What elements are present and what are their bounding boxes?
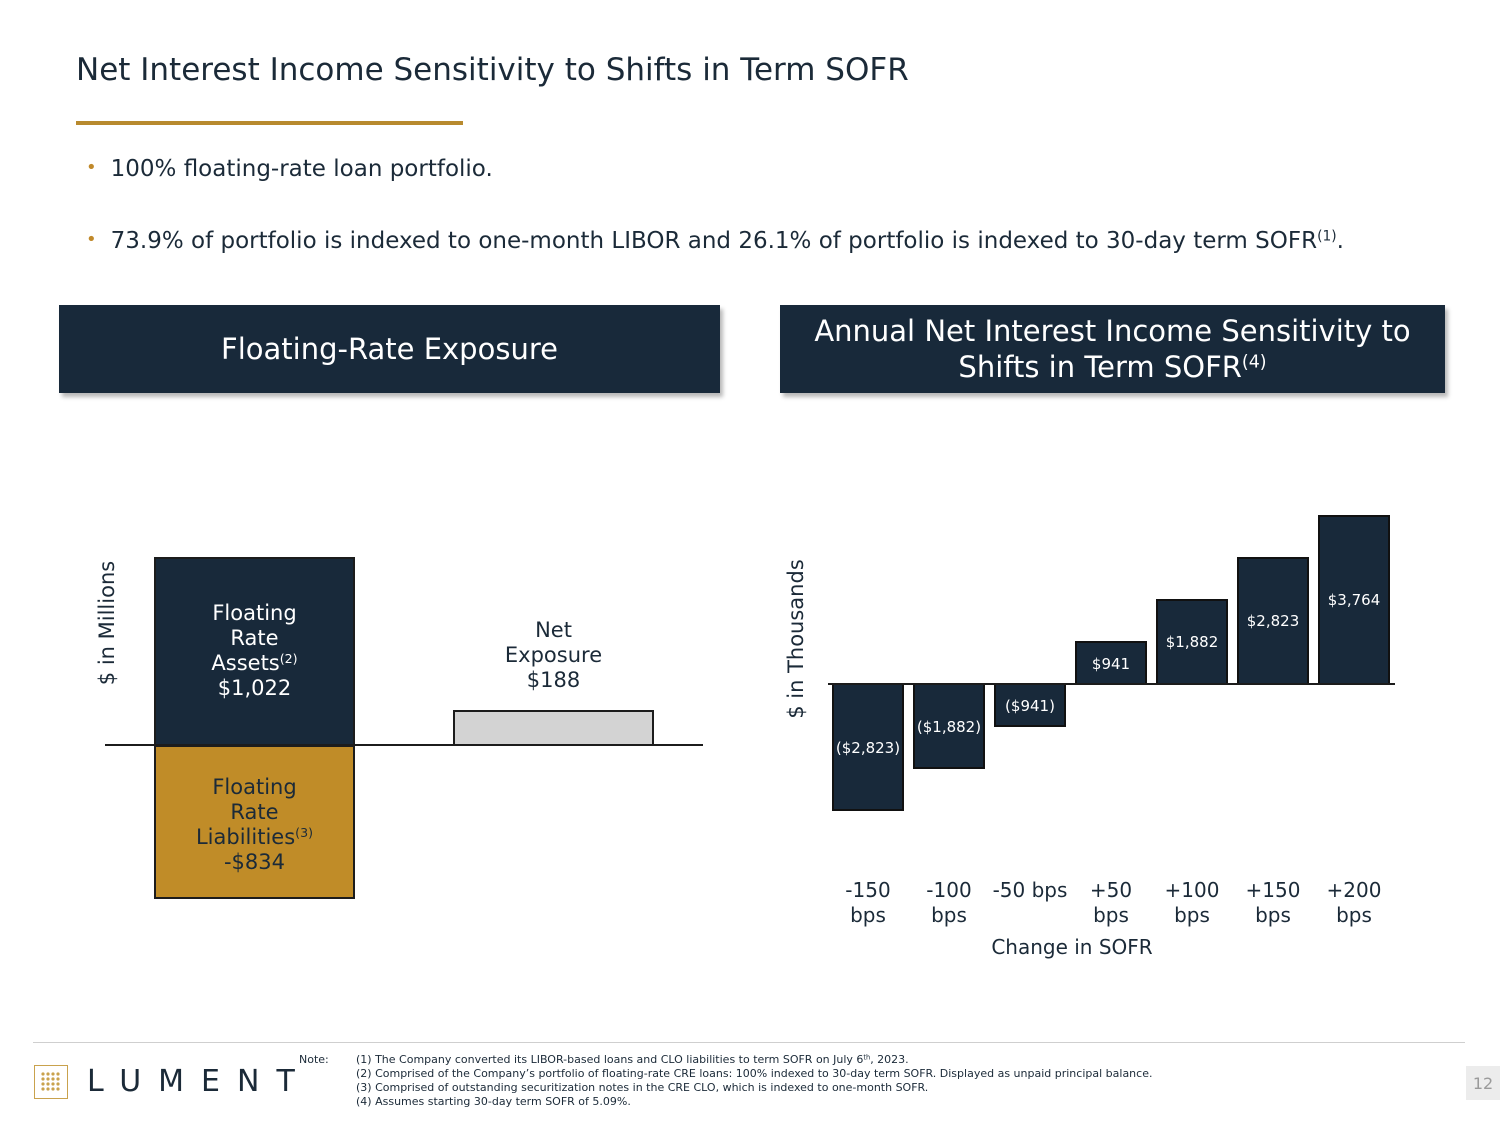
nii-sensitivity-chart: ($2,823)-150bps($1,882)-100bps($941)-50 …: [828, 515, 1395, 959]
net-exposure-label: Net Exposure $188: [453, 618, 654, 693]
bar-net-exposure: [453, 710, 654, 746]
right-y-axis-label: $ in Thousands: [784, 559, 808, 719]
nii-bar-3: [1075, 641, 1147, 685]
net-exposure-value: $188: [526, 668, 581, 692]
x-tick-label: bps: [1336, 903, 1372, 927]
liabilities-value: -$834: [223, 850, 286, 874]
footnote-1: (1) The Company converted its LIBOR-base…: [356, 1053, 909, 1066]
footnote-2: (2) Comprised of the Company’s portfolio…: [356, 1067, 1153, 1080]
bullet-dot-icon: •: [86, 157, 97, 178]
bar-floating-rate-liabilities: [154, 745, 355, 900]
footnote-3: (3) Comprised of outstanding securitizat…: [356, 1081, 929, 1094]
x-tick-label: +50: [1090, 878, 1132, 902]
nii-data-label: $1,882: [1166, 633, 1219, 651]
page-title: Net Interest Income Sensitivity to Shift…: [76, 52, 909, 88]
x-tick-label: bps: [1255, 903, 1291, 927]
x-tick-label: bps: [931, 903, 967, 927]
page-number: 12: [1466, 1066, 1500, 1100]
nii-bar-1: [913, 683, 985, 769]
bullet-2: • 73.9% of portfolio is indexed to one-mo…: [86, 228, 1344, 254]
nii-data-label: ($1,882): [917, 718, 981, 736]
assets-label: Floating Rate Assets(2) $1,022: [154, 601, 355, 701]
bullet-dot-icon: •: [86, 229, 97, 250]
x-axis-label: Change in SOFR: [991, 935, 1152, 959]
x-tick-label: +150: [1246, 878, 1301, 902]
footer-divider: [33, 1042, 1465, 1043]
x-tick-label: +100: [1165, 878, 1220, 902]
nii-data-label: ($2,823): [836, 739, 900, 757]
nii-data-label: $2,823: [1247, 612, 1300, 630]
assets-value: $1,022: [217, 676, 292, 700]
note-label: Note:: [299, 1053, 329, 1066]
nii-bar-2: [994, 683, 1066, 727]
nii-data-label: $941: [1092, 655, 1130, 673]
nii-data-label: $3,764: [1328, 591, 1381, 609]
x-tick-label: bps: [1093, 903, 1129, 927]
x-tick-label: -150: [845, 878, 890, 902]
nii-bar-6: [1318, 515, 1390, 685]
left-baseline: [105, 744, 703, 746]
x-tick-label: bps: [1174, 903, 1210, 927]
nii-sensitivity-header: Annual Net Interest Income Sensitivity t…: [780, 305, 1445, 393]
x-tick-label: -50 bps: [993, 878, 1068, 902]
x-tick-label: +200: [1327, 878, 1382, 902]
bullet-1: • 100% floating-rate loan portfolio.: [86, 156, 493, 182]
nii-bar-5: [1237, 557, 1309, 685]
liabilities-label: Floating Rate Liabilities(3) -$834: [154, 775, 355, 875]
footnote-4: (4) Assumes starting 30-day term SOFR of…: [356, 1095, 631, 1108]
nii-data-label: ($941): [1005, 697, 1055, 715]
x-tick-label: -100: [926, 878, 971, 902]
footnote-ref: (1): [1317, 228, 1337, 245]
floating-rate-exposure-header: Floating-Rate Exposure: [59, 305, 720, 393]
bar-floating-rate-assets: [154, 557, 355, 746]
left-y-axis-label: $ in Millions: [95, 560, 119, 686]
lument-logo-icon: [34, 1065, 68, 1099]
lument-logo-wordmark: LUMENT: [87, 1064, 312, 1099]
nii-bar-0: [832, 683, 904, 811]
x-tick-label: bps: [850, 903, 886, 927]
title-underline: [76, 121, 463, 125]
